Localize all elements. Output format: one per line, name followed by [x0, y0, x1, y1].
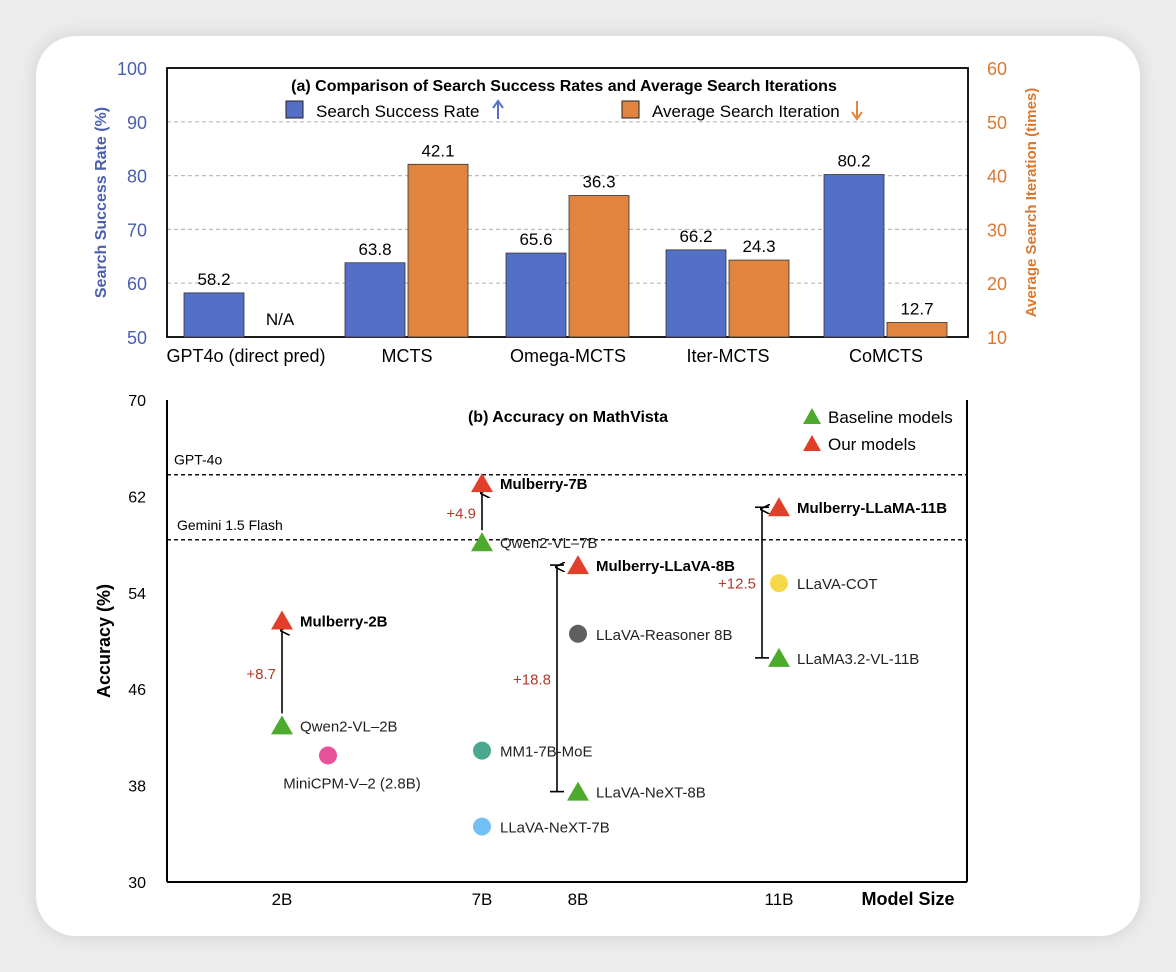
legend-triangle-icon [803, 408, 821, 424]
triangle-marker [471, 473, 493, 493]
y-tick-label: 90 [127, 113, 147, 133]
point-label: Mulberry-LLaMA-11B [797, 500, 947, 517]
circle-marker [770, 574, 788, 593]
x-tick-label: MCTS [382, 346, 433, 366]
point-label: Mulberry-LLaVA-8B [596, 558, 735, 575]
y-tick-label: 38 [128, 779, 146, 796]
bar-value-label: 24.3 [742, 237, 775, 256]
legend-label: Our models [828, 435, 916, 454]
triangle-marker [567, 555, 589, 575]
bar-success-rate [665, 249, 727, 338]
triangle-marker [567, 781, 589, 801]
point-label: MM1-7B-MoE [500, 744, 593, 761]
reference-line-label: Gemini 1.5 Flash [177, 517, 283, 533]
legend-label-iteration: Average Search Iteration [652, 102, 840, 121]
point-label: LLaVA-NeXT-8B [596, 785, 706, 802]
point-label: LLaVA-COT [797, 576, 878, 593]
x-tick-label: 2B [272, 890, 293, 909]
y2-axis-title: Average Search Iteration (times) [1023, 88, 1040, 318]
bar-search-iteration [886, 322, 948, 338]
y2-tick-label: 20 [987, 274, 1007, 294]
point-label: LLaVA-NeXT-7B [500, 820, 610, 837]
triangle-marker [271, 610, 293, 630]
x-tick-label: 8B [568, 890, 589, 909]
y-tick-label: 50 [127, 328, 147, 348]
legend-swatch-iteration [621, 100, 640, 119]
bar-search-iteration [568, 195, 630, 338]
point-label: Mulberry-2B [300, 614, 388, 631]
point-label: MiniCPM-V–2 (2.8B) [283, 775, 421, 792]
y2-tick-label: 60 [987, 59, 1007, 79]
point-label: LLaVA-Reasoner 8B [596, 627, 732, 644]
y-axis-title: Search Success Rate (%) [93, 107, 110, 298]
bar-value-label: 36.3 [582, 173, 615, 192]
bar-success-rate [344, 262, 406, 338]
circle-marker [473, 817, 491, 836]
y-tick-label: 80 [127, 167, 147, 187]
x-tick-label: Omega-MCTS [510, 346, 626, 366]
point-label: Mulberry-7B [500, 476, 588, 493]
bar-success-rate [183, 292, 245, 338]
bar-success-rate [823, 174, 885, 338]
bar-search-iteration [407, 163, 469, 338]
y-tick-label: 30 [128, 875, 146, 892]
point-label: Qwen2-VL–7B [500, 535, 598, 552]
gain-label: +8.7 [246, 666, 276, 683]
legend-triangle-icon [803, 435, 821, 451]
x-tick-label: 11B [765, 890, 794, 909]
x-tick-label: GPT4o (direct pred) [166, 346, 325, 366]
y-tick-label: 70 [128, 393, 146, 410]
x-axis-title: Model Size [861, 889, 954, 909]
triangle-marker [768, 497, 790, 517]
bar-value-label: 42.1 [421, 141, 454, 160]
bar-value-label: N/A [266, 310, 295, 329]
y-tick-label: 70 [127, 220, 147, 240]
circle-marker [319, 746, 337, 765]
y2-tick-label: 40 [987, 167, 1007, 187]
gain-label: +4.9 [446, 506, 476, 523]
y-tick-label: 46 [128, 682, 146, 699]
point-label: LLaMA3.2-VL-11B [797, 651, 919, 668]
chart-title: (a) Comparison of Search Success Rates a… [291, 78, 837, 95]
chart-title: (b) Accuracy on MathVista [468, 409, 668, 426]
legend-label-success: Search Success Rate [316, 102, 479, 121]
bar-value-label: 12.7 [900, 299, 933, 318]
circle-marker [569, 624, 587, 643]
legend-label: Baseline models [828, 408, 953, 427]
bar-value-label: 63.8 [358, 240, 391, 259]
y2-tick-label: 30 [987, 220, 1007, 240]
y2-tick-label: 50 [987, 113, 1007, 133]
y-tick-label: 62 [128, 489, 146, 506]
plot-frame [166, 67, 969, 338]
bar-value-label: 66.2 [679, 227, 712, 246]
triangle-marker [271, 715, 293, 735]
triangle-marker [471, 532, 493, 552]
y-tick-label: 100 [117, 59, 147, 79]
y-tick-label: 54 [128, 586, 146, 603]
bar-value-label: 58.2 [197, 270, 230, 289]
bar-search-iteration [728, 259, 790, 338]
arrow-up-icon [492, 99, 504, 119]
triangle-marker [768, 647, 790, 667]
point-label: Qwen2-VL–2B [300, 718, 398, 735]
bar-success-rate [505, 252, 567, 338]
x-tick-label: CoMCTS [849, 346, 923, 366]
circle-marker [473, 741, 491, 760]
reference-line-label: GPT-4o [174, 452, 222, 468]
x-tick-label: 7B [472, 890, 493, 909]
y-axis-title: Accuracy (%) [94, 584, 114, 698]
legend-swatch-success [285, 100, 304, 119]
bar-value-label: 65.6 [519, 230, 552, 249]
figure-card [36, 36, 1140, 936]
gain-label: +18.8 [513, 671, 551, 688]
bar-value-label: 80.2 [837, 152, 870, 171]
x-tick-label: Iter-MCTS [687, 346, 770, 366]
arrow-down-icon [851, 101, 863, 121]
gain-label: +12.5 [718, 576, 756, 593]
y-tick-label: 60 [127, 274, 147, 294]
y2-tick-label: 10 [987, 328, 1007, 348]
